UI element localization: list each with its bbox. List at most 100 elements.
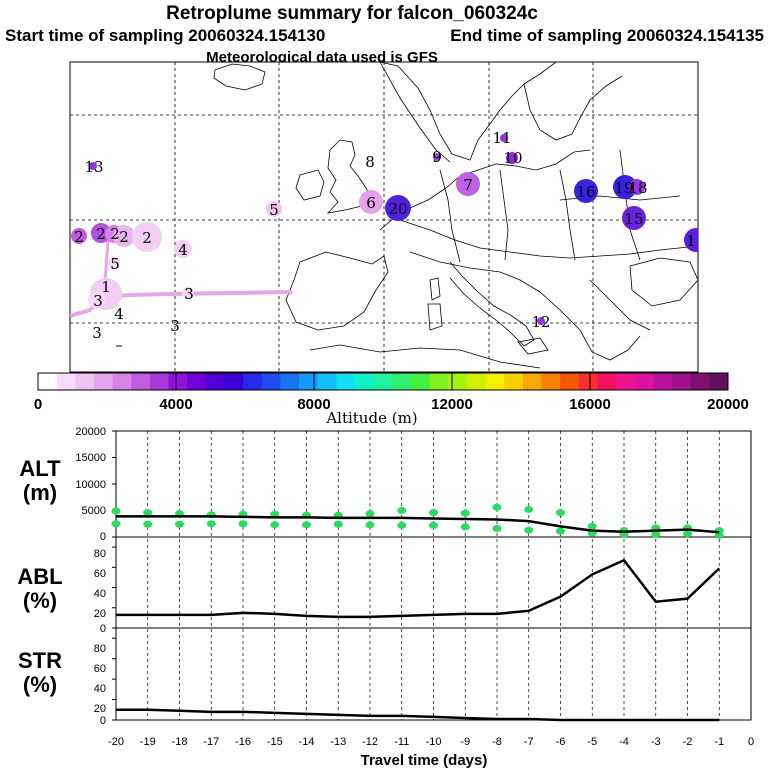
marker-2a (71, 228, 87, 244)
str-ytick-40: 40 (94, 683, 106, 695)
label-12: 12 (531, 313, 550, 331)
colorbar-cell (280, 373, 300, 390)
colorbar-cell (634, 373, 654, 390)
colorbar-cell (429, 373, 449, 390)
colorbar-cell (597, 373, 617, 390)
colorbar-cell (672, 373, 692, 390)
colorbar-cell (616, 373, 636, 390)
label-20: 20 (388, 200, 407, 218)
map-grid (70, 62, 698, 372)
label-3c: 3 (92, 324, 102, 342)
label-19: 19 (614, 179, 633, 197)
x-tick-label: -7 (524, 736, 534, 748)
alt-lower-point (365, 521, 375, 529)
alt-panel-title: ALT (19, 456, 61, 481)
alt-lower-point (683, 530, 692, 538)
abl-panel-unit: (%) (23, 588, 57, 613)
label-10: 10 (503, 149, 522, 167)
colorbar-label: Altitude (m) (325, 409, 417, 427)
label-18: 18 (628, 179, 647, 197)
colorbar-cell (448, 373, 468, 390)
str-plot (116, 708, 720, 722)
label-2b: 2 (96, 225, 106, 243)
alt-upper-point (587, 522, 597, 530)
marker-3b (182, 287, 194, 299)
label-2c: 2 (110, 225, 120, 243)
colorbar-cell (522, 373, 543, 390)
x-tick-label: -18 (172, 736, 188, 748)
marker-3a (88, 291, 106, 309)
str-panel-title: STR (18, 648, 62, 673)
alt-lower-point (714, 531, 724, 539)
colorbar-tick-label: 16000 (569, 396, 611, 413)
colorbar-cell (317, 373, 337, 390)
alt-lower-point (302, 521, 311, 529)
colorbar-cell (466, 373, 487, 390)
x-tick-label: -13 (330, 736, 346, 748)
label-11: 11 (492, 129, 511, 147)
alt-panel-unit: (m) (23, 480, 57, 505)
x-tick-label: -15 (267, 736, 283, 748)
label-9: 9 (432, 148, 442, 166)
alt-lower-point (270, 521, 280, 529)
alt-ytick-20000: 20000 (75, 426, 106, 438)
colorbar-tick-label: 0 (34, 396, 42, 413)
alt-y-ticks: 20000 15000 10000 5000 0 (75, 426, 106, 543)
colorbar-cell (149, 373, 170, 390)
marker-18 (629, 179, 645, 195)
alt-upper-point (143, 509, 153, 517)
marker-7 (456, 172, 480, 196)
label-3a: 3 (93, 292, 103, 310)
label-6: 6 (366, 194, 376, 212)
colorbar-cell (653, 373, 673, 390)
colorbar-cell (131, 373, 151, 390)
colorbar-cell (205, 373, 225, 390)
str-ytick-20: 20 (94, 703, 106, 715)
marker-20 (385, 195, 411, 221)
x-tick-label: -12 (362, 736, 378, 748)
str-ytick-60: 60 (94, 663, 106, 675)
colorbar-tick-label: 20000 (707, 396, 749, 413)
alt-upper-point (429, 509, 438, 517)
label-2e: 2 (142, 229, 152, 247)
colorbar-cell (112, 373, 132, 390)
colorbar-cell (336, 373, 356, 390)
abl-ytick-80: 80 (94, 548, 106, 560)
colorbar-cell (75, 373, 95, 390)
marker-19 (613, 175, 637, 199)
colorbar-tick-label: 12000 (431, 396, 473, 413)
label-13: 13 (84, 158, 103, 176)
altitude-colorbar: 0 4000 8000 12000 16000 20000 Altitude (m) (34, 372, 749, 427)
colorbar-cell (93, 373, 114, 390)
alt-lower-point (556, 527, 565, 535)
x-axis-label: Travel time (days) (361, 752, 488, 768)
marker-labels: 13 8 9 11 10 7 6 20 5 16 19 18 15 1 2 2 … (74, 129, 696, 342)
alt-lower-point (397, 521, 407, 529)
label-4b: 4 (114, 305, 124, 323)
x-tick-label: -4 (619, 736, 629, 748)
x-tick-label: -11 (394, 736, 409, 748)
colorbar-cell (392, 373, 412, 390)
marker-4a (174, 240, 192, 258)
label-15: 15 (624, 210, 643, 228)
str-y-ticks: 80 60 40 20 0 (94, 643, 106, 727)
alt-upper-point (556, 509, 565, 517)
marker-10 (506, 152, 518, 164)
alt-lower-point (524, 526, 534, 534)
alt-upper-point (492, 503, 502, 511)
main-title: Retroplume summary for falcon_060324c (166, 3, 538, 24)
label-1r: 1 (686, 232, 696, 250)
coastlines (213, 62, 698, 369)
str-panel-unit: (%) (23, 672, 57, 697)
alt-lower-point (111, 520, 121, 528)
mean-trajectory (70, 290, 293, 318)
abl-y-ticks: 80 60 40 20 0 (94, 548, 106, 635)
colorbar-tick-label: 4000 (159, 396, 192, 413)
colorbar-cell (56, 373, 76, 390)
label-1a: 1 (101, 278, 111, 296)
marker-16 (574, 179, 598, 203)
x-axis-ticks: -20 -19 -18 -17 -16 -15 -14 -13 -12 -11 -10 -9 -8 -7-… (108, 736, 754, 748)
marker-15 (622, 206, 646, 230)
marker-11 (500, 134, 508, 142)
map-panel: 13 8 9 11 10 7 6 20 5 16 19 18 15 1 2 2 … (69, 61, 699, 373)
